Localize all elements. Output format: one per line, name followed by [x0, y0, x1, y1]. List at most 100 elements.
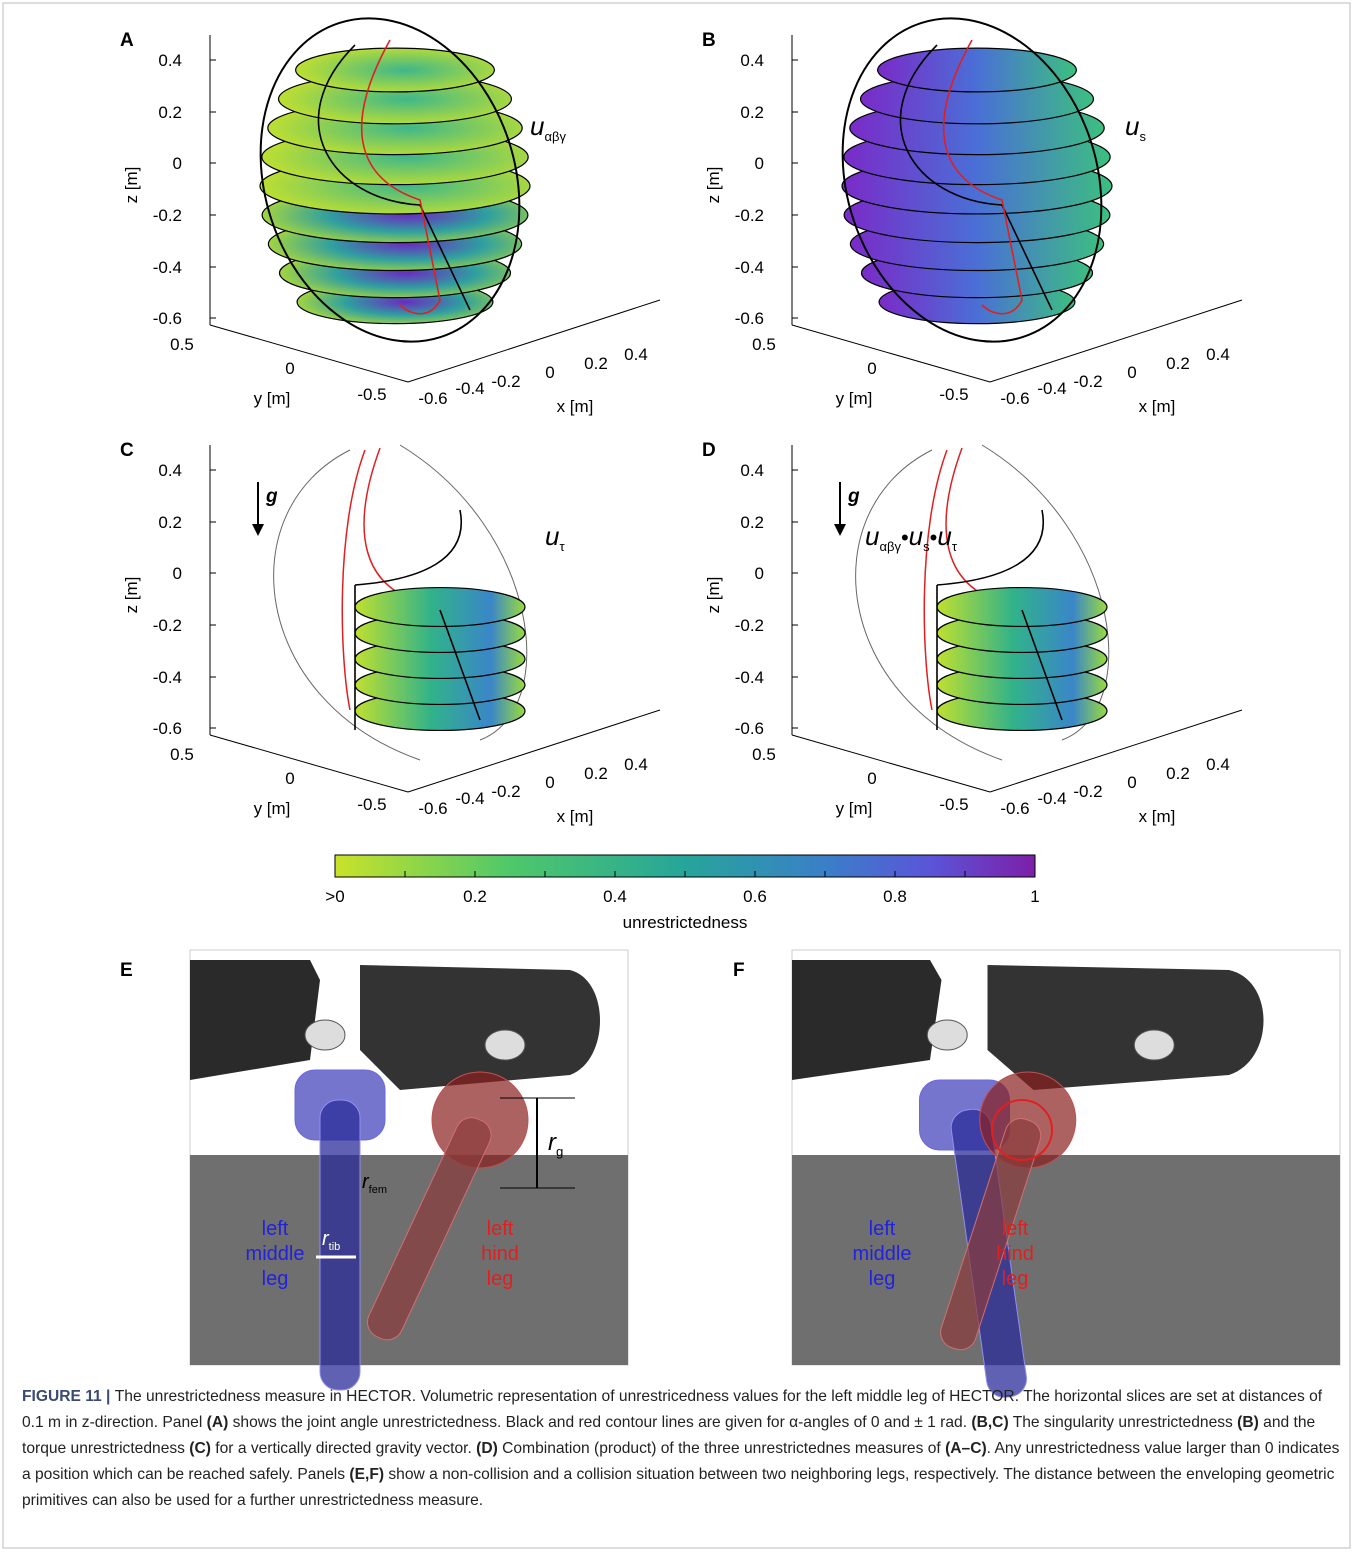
x-tick-label: -0.2 — [491, 372, 520, 391]
y-axis — [791, 324, 991, 383]
x-axis — [407, 299, 661, 383]
z-tick-label: 0.4 — [740, 461, 764, 480]
z-tick-label: -0.6 — [735, 719, 764, 738]
z-tick-label: -0.2 — [735, 206, 764, 225]
z-axis-label: z [m] — [122, 577, 141, 614]
subscript: s — [1139, 129, 1146, 144]
z-tick-label: 0.4 — [158, 461, 182, 480]
x-tick-label: -0.6 — [418, 799, 447, 818]
panel-label: C — [120, 440, 134, 461]
measure-label: uαβγ — [530, 111, 566, 144]
slice — [876, 47, 1078, 93]
symbol: u — [1125, 111, 1139, 141]
z-tick-label: -0.2 — [153, 206, 182, 225]
z-tick-label: -0.4 — [153, 668, 182, 687]
x-tick-label: 0.2 — [1166, 354, 1190, 373]
collision-circle — [991, 1099, 1053, 1161]
gravity-label: g — [847, 486, 860, 507]
x-tick-label: -0.4 — [455, 789, 484, 808]
x-tick-label: -0.6 — [1000, 389, 1029, 408]
caption-segment: (B,C) — [971, 1414, 1009, 1431]
symbol: u — [530, 111, 544, 141]
y-tick-label: 0 — [867, 359, 876, 378]
y-tick-label: 0.5 — [170, 745, 194, 764]
subscript: g — [556, 1144, 563, 1159]
x-tick-label: 0 — [545, 363, 554, 382]
caption-segment: (A) — [206, 1414, 229, 1431]
y-tick-label: 0.5 — [752, 745, 776, 764]
caption-segment: show a non-collision and a collision sit… — [22, 1466, 1335, 1509]
envelope-outline — [259, 17, 521, 343]
radius-label: rfem — [362, 1171, 387, 1196]
z-axis-label: z [m] — [704, 167, 723, 204]
measure-label: uαβγ•us•uτ — [865, 521, 958, 554]
colorbar-tick-label: 1 — [1030, 887, 1039, 906]
leg-label: hind — [481, 1243, 519, 1265]
leg-label: left — [262, 1218, 289, 1240]
x-tick-label: 0.4 — [624, 345, 648, 364]
panel-label: F — [733, 960, 745, 981]
joint — [1133, 1029, 1175, 1061]
y-axis-label: y [m] — [254, 389, 291, 408]
robot-body — [987, 965, 1264, 1090]
red-leg-tibia — [940, 1118, 1042, 1351]
colorbar-tick-label: 0.4 — [603, 887, 627, 906]
x-axis-label: x [m] — [1139, 807, 1176, 826]
leg-label: middle — [853, 1243, 912, 1265]
x-tick-label: 0 — [545, 773, 554, 792]
y-tick-label: -0.5 — [939, 385, 968, 404]
x-tick-label: -0.4 — [455, 379, 484, 398]
y-tick-label: 0 — [867, 769, 876, 788]
symbol: r — [322, 1228, 330, 1250]
x-tick-label: 0.4 — [1206, 345, 1230, 364]
z-tick-label: 0.2 — [158, 103, 182, 122]
leg-label: hind — [996, 1243, 1034, 1265]
slice — [936, 586, 1108, 628]
y-axis — [209, 324, 409, 383]
x-tick-label: 0 — [1127, 773, 1136, 792]
z-axis-label: z [m] — [704, 577, 723, 614]
joint — [484, 1029, 526, 1061]
y-tick-label: 0.5 — [170, 335, 194, 354]
symbol: r — [362, 1171, 370, 1193]
leg-label: left — [869, 1218, 896, 1240]
subscript: αβγ — [879, 539, 901, 554]
x-tick-label: 0.2 — [584, 354, 608, 373]
caption-segment: . Any unrestrictedness value larger than… — [22, 1440, 1340, 1483]
z-tick-label: -0.6 — [153, 719, 182, 738]
measure-label: us — [1125, 111, 1146, 144]
panel-label: B — [702, 30, 716, 51]
x-tick-label: -0.2 — [1073, 782, 1102, 801]
x-tick-label: 0 — [1127, 363, 1136, 382]
x-axis-label: x [m] — [557, 397, 594, 416]
y-axis-label: y [m] — [254, 799, 291, 818]
leg-label: leg — [487, 1268, 514, 1290]
y-axis-label: y [m] — [836, 389, 873, 408]
slice — [354, 586, 526, 628]
leg-label: left — [1002, 1218, 1029, 1240]
symbol: u — [937, 521, 951, 551]
y-tick-label: -0.5 — [357, 385, 386, 404]
x-tick-label: -0.6 — [418, 389, 447, 408]
leg-label: leg — [1002, 1268, 1029, 1290]
y-tick-label: 0 — [285, 359, 294, 378]
radius-label: rtib — [322, 1228, 340, 1253]
gravity-label: g — [265, 486, 278, 507]
z-tick-label: -0.6 — [735, 309, 764, 328]
y-tick-label: -0.5 — [357, 795, 386, 814]
z-tick-label: -0.4 — [735, 668, 764, 687]
contour-black — [317, 44, 471, 311]
caption-segment: (A–C) — [945, 1440, 987, 1457]
caption-segment: shows the joint angle unrestrictedness. … — [228, 1414, 972, 1431]
subscript: τ — [559, 539, 565, 554]
z-tick-label: 0.2 — [740, 103, 764, 122]
robot-body — [360, 965, 600, 1090]
z-tick-label: 0 — [755, 564, 764, 583]
x-axis-label: x [m] — [1139, 397, 1176, 416]
caption-segment: (B) — [1237, 1414, 1259, 1431]
colorbar-tick-label: 0.6 — [743, 887, 767, 906]
z-tick-label: -0.2 — [153, 616, 182, 635]
caption-segment: FIGURE 11 | — [22, 1388, 115, 1405]
